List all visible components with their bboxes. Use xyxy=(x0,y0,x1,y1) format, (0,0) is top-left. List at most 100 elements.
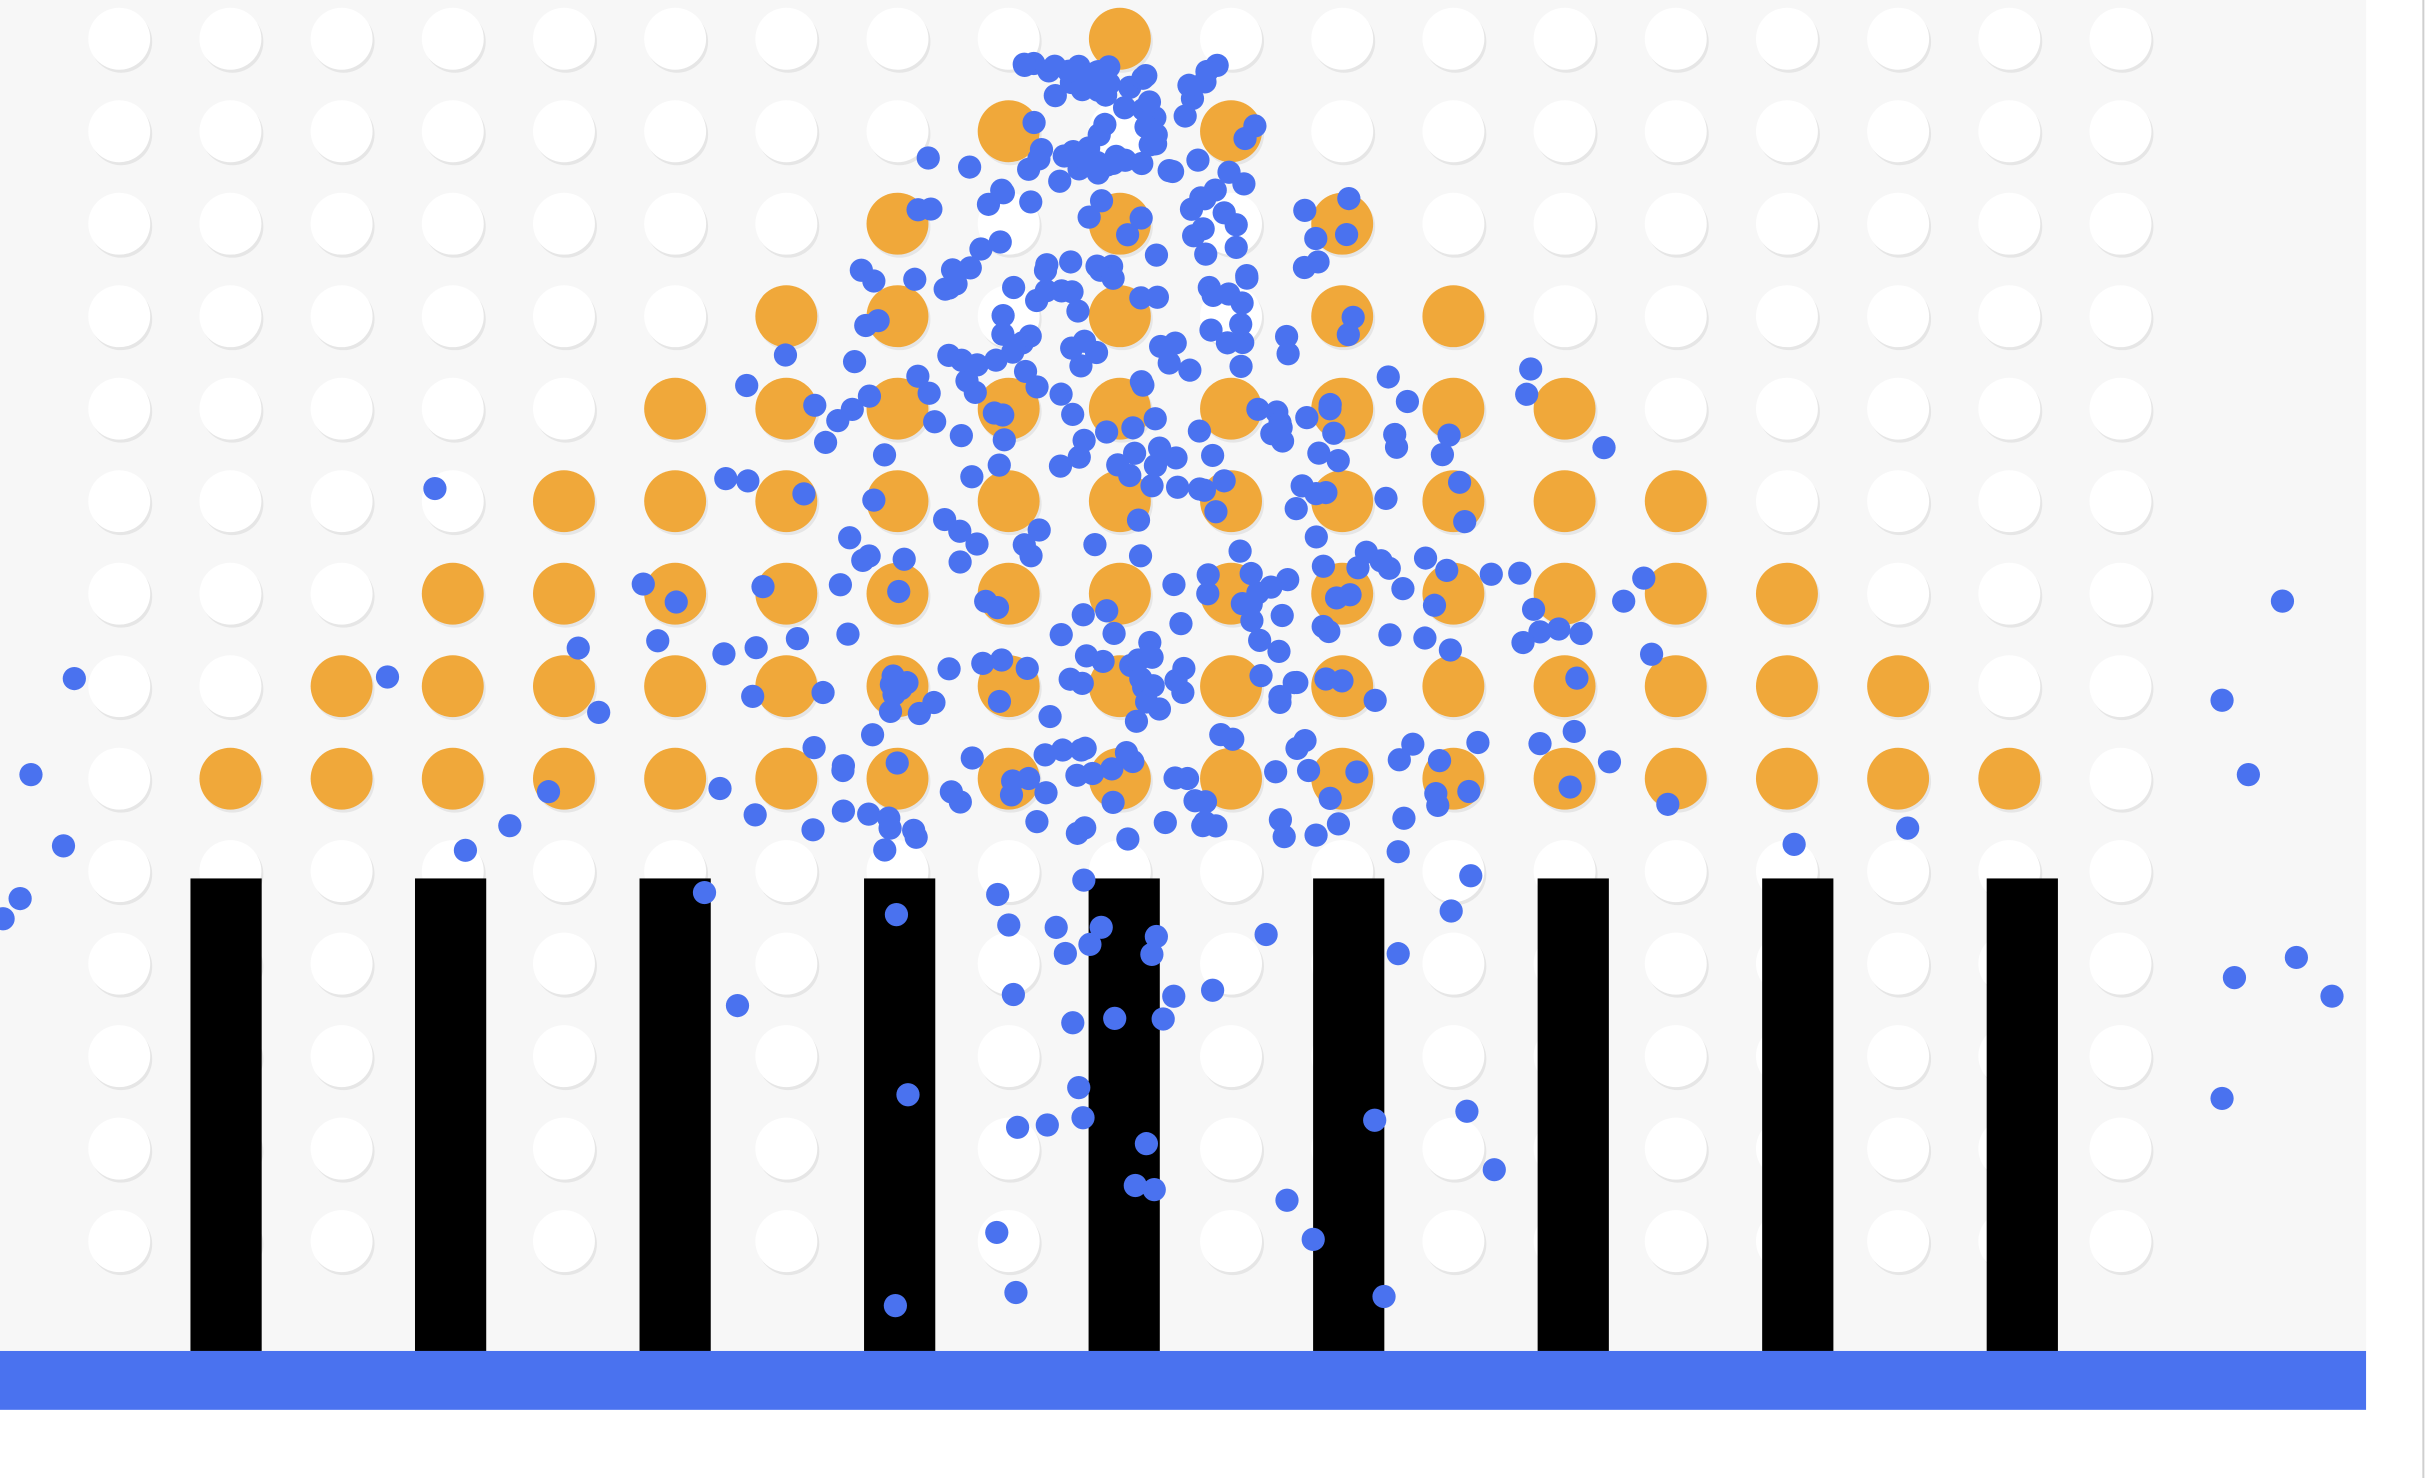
ball xyxy=(1066,299,1090,323)
ball xyxy=(741,684,765,708)
ball xyxy=(664,590,688,614)
board-floor xyxy=(0,1350,2367,1410)
ball xyxy=(1267,639,1291,664)
ball xyxy=(1345,760,1369,784)
ball xyxy=(1049,382,1073,406)
peg xyxy=(1978,655,2041,718)
ball xyxy=(1376,365,1400,389)
peg xyxy=(310,1117,373,1180)
ball xyxy=(1363,688,1387,712)
ball xyxy=(1140,474,1164,498)
peg-highlighted xyxy=(1200,747,1263,810)
ball xyxy=(1051,738,1075,762)
ball xyxy=(51,834,76,858)
peg xyxy=(1533,192,1596,255)
ball xyxy=(1306,250,1330,274)
ball xyxy=(1466,730,1490,755)
peg xyxy=(1311,100,1374,163)
ball xyxy=(1153,810,1177,835)
peg xyxy=(755,1117,818,1180)
peg xyxy=(310,192,373,255)
ball xyxy=(1562,719,1586,744)
ball xyxy=(1377,556,1401,580)
peg xyxy=(755,1025,818,1088)
ball xyxy=(1169,612,1193,636)
ball xyxy=(1081,761,1105,786)
ball xyxy=(751,575,775,599)
ball xyxy=(990,178,1014,202)
ball xyxy=(1134,64,1158,88)
ball xyxy=(2270,589,2295,613)
ball xyxy=(939,780,963,804)
peg xyxy=(644,192,707,255)
peg-highlighted xyxy=(1644,562,1707,625)
ball xyxy=(1386,942,1410,966)
peg xyxy=(1644,932,1707,995)
ball xyxy=(1116,223,1140,247)
ball xyxy=(1177,73,1201,97)
peg xyxy=(532,377,595,440)
ball xyxy=(1311,554,1336,578)
peg xyxy=(532,192,595,255)
ball xyxy=(1019,190,1043,214)
ball xyxy=(949,424,973,448)
peg xyxy=(421,7,484,70)
ball xyxy=(873,838,897,862)
peg xyxy=(88,747,151,810)
ball xyxy=(1378,623,1402,647)
peg xyxy=(1978,285,2041,348)
ball xyxy=(1101,151,1125,176)
ball xyxy=(1124,709,1149,733)
ball xyxy=(985,596,1010,620)
ball xyxy=(991,403,1015,427)
peg xyxy=(2089,1117,2152,1180)
ball xyxy=(1061,402,1085,427)
peg xyxy=(1978,100,2041,163)
peg-highlighted xyxy=(644,747,707,810)
ball xyxy=(1192,478,1217,502)
ball xyxy=(1254,922,1278,947)
peg xyxy=(310,377,373,440)
ball xyxy=(1307,441,1331,465)
ball xyxy=(1304,226,1328,251)
ball xyxy=(916,146,940,170)
ball xyxy=(992,428,1016,452)
ball xyxy=(1447,470,1472,494)
peg-highlighted xyxy=(1644,470,1707,533)
peg xyxy=(2089,470,2152,533)
peg-highlighted xyxy=(532,470,595,533)
ball xyxy=(862,488,886,512)
ball xyxy=(902,818,926,842)
ball xyxy=(923,410,947,434)
ball xyxy=(1528,732,1552,756)
peg xyxy=(755,192,818,255)
peg xyxy=(421,377,484,440)
ball xyxy=(1072,868,1096,892)
ball xyxy=(1221,727,1245,751)
peg xyxy=(1422,932,1485,995)
peg xyxy=(88,7,151,70)
ball xyxy=(1183,789,1207,813)
peg xyxy=(1533,100,1596,163)
ball xyxy=(1387,748,1411,772)
peg xyxy=(1422,1025,1485,1088)
peg xyxy=(88,100,151,163)
ball xyxy=(1229,312,1253,336)
peg xyxy=(1422,7,1485,70)
ball xyxy=(1482,1158,1506,1182)
ball xyxy=(1346,556,1370,580)
ball xyxy=(1515,382,1539,406)
peg xyxy=(1644,840,1707,903)
ball xyxy=(1101,266,1125,290)
peg xyxy=(199,192,262,255)
ball xyxy=(423,476,447,501)
ball xyxy=(1151,1007,1175,1031)
ball xyxy=(1372,1284,1396,1309)
peg xyxy=(2089,7,2152,70)
peg-highlighted xyxy=(532,655,595,718)
ball xyxy=(2284,945,2308,970)
ball xyxy=(1212,201,1236,225)
ball xyxy=(857,384,882,408)
ball xyxy=(646,629,670,653)
ball xyxy=(1095,420,1119,444)
